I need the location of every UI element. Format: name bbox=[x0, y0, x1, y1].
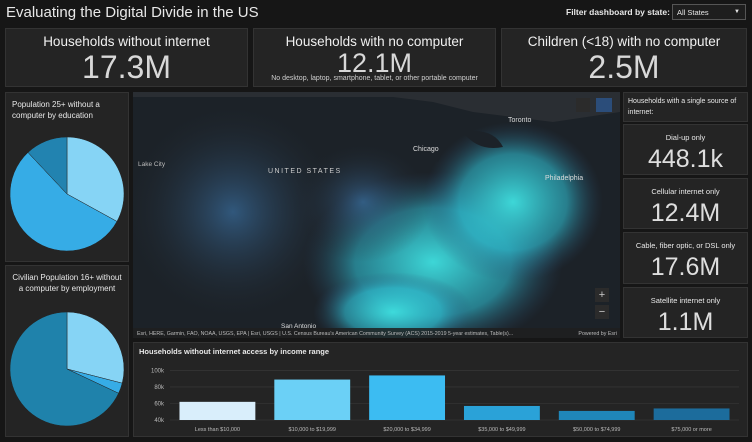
bar-panel: Households without internet access by in… bbox=[133, 342, 748, 437]
bar bbox=[463, 405, 540, 420]
map-canvas: + − UNITED STATES Toronto Chicago Philad… bbox=[133, 92, 620, 338]
dropdown-value: All States bbox=[677, 8, 709, 17]
kpi-card: Households with no computer 12.1M No des… bbox=[253, 28, 496, 87]
kpi-subtitle: No desktop, laptop, smartphone, tablet, … bbox=[271, 75, 478, 82]
bar bbox=[179, 401, 256, 420]
pie-panel: Civilian Population 16+ without a comput… bbox=[5, 265, 129, 437]
indicator-card: Dial-up only 448.1k bbox=[623, 124, 748, 175]
card-title: Dial-up only bbox=[665, 133, 706, 142]
zoom-out[interactable] bbox=[595, 305, 609, 319]
filter-label: Filter dashboard by state: bbox=[566, 7, 670, 17]
x-tick-label: $50,000 to $74,999 bbox=[573, 427, 620, 433]
pie-slice bbox=[66, 311, 125, 384]
kpi-value: 2.5M bbox=[588, 49, 660, 85]
section-title: Households with a single source of inter… bbox=[628, 98, 737, 116]
pie-chart bbox=[9, 136, 125, 252]
map[interactable]: + − UNITED STATES Toronto Chicago Philad… bbox=[133, 92, 620, 338]
card-title: Cable, fiber optic, or DSL only bbox=[635, 241, 736, 250]
pie-slice bbox=[66, 136, 125, 222]
lake-michigan bbox=[431, 117, 445, 162]
pie-title: Population 25+ without a computer by edu… bbox=[12, 100, 100, 120]
map-label: Chicago bbox=[413, 146, 439, 153]
x-tick-label: Less than $10,000 bbox=[195, 427, 240, 433]
bar-title: Households without internet access by in… bbox=[139, 347, 330, 356]
y-tick-label: 80k bbox=[154, 385, 165, 391]
zoom-in-icon: + bbox=[599, 289, 605, 301]
indicator-card: Satellite internet only 1.1M bbox=[623, 287, 748, 338]
indicator-card: Cellular internet only 12.4M bbox=[623, 178, 748, 229]
canada bbox=[133, 92, 620, 122]
page-title: Evaluating the Digital Divide in the US bbox=[6, 4, 259, 21]
bar-chart: 40k 60k 80k 100k Less than $10,000 $10,000 to… bbox=[151, 368, 739, 433]
map-powered-by: Powered by Esri bbox=[578, 331, 617, 337]
lake bbox=[463, 131, 503, 148]
bar bbox=[274, 379, 351, 420]
legend-button[interactable] bbox=[596, 98, 612, 112]
x-tick-label: $35,000 to $49,999 bbox=[478, 427, 525, 433]
single-source-header: Households with a single source of inter… bbox=[623, 92, 748, 122]
x-tick-label: $10,000 to $19,999 bbox=[289, 427, 336, 433]
bar bbox=[558, 410, 635, 420]
map-label: Philadelphia bbox=[545, 175, 583, 182]
map-density bbox=[293, 142, 433, 262]
bar bbox=[653, 408, 730, 420]
map-density bbox=[133, 102, 343, 322]
pie-panel: Population 25+ without a computer by edu… bbox=[5, 92, 129, 262]
indicator-card: Cable, fiber optic, or DSL only 17.6M bbox=[623, 232, 748, 284]
map-density bbox=[423, 122, 603, 282]
y-tick-label: 60k bbox=[154, 401, 165, 407]
map-density bbox=[313, 272, 473, 338]
kpi-card: Children (<18) with no computer 2.5M bbox=[501, 28, 747, 87]
card-value: 448.1k bbox=[647, 145, 724, 173]
map-label: Toronto bbox=[508, 117, 531, 124]
map-label: Lake City bbox=[138, 161, 166, 168]
bar bbox=[369, 375, 446, 420]
state-dropdown[interactable]: All States ▼ bbox=[672, 4, 746, 20]
map-attribution: Esri, HERE, Garmin, FAO, NOAA, USGS, EPA… bbox=[137, 331, 513, 337]
card-title: Satellite internet only bbox=[650, 296, 721, 305]
card-title: Cellular internet only bbox=[651, 187, 720, 196]
pie-slice bbox=[9, 311, 119, 427]
y-tick-label: 40k bbox=[154, 418, 165, 424]
kpi-value: 17.3M bbox=[82, 49, 171, 85]
zoom-out-icon: − bbox=[599, 306, 605, 318]
dropdown-arrow: ▼ bbox=[734, 9, 740, 15]
kpi-title: Households without internet bbox=[43, 34, 210, 49]
card-value: 1.1M bbox=[657, 308, 714, 336]
card-value: 12.4M bbox=[650, 199, 721, 227]
card-value: 17.6M bbox=[650, 253, 721, 281]
pie-title: Civilian Population 16+ without a comput… bbox=[12, 273, 122, 293]
kpi-card: Households without internet 17.3M bbox=[5, 28, 248, 87]
pie-slice bbox=[9, 152, 118, 252]
kpi-title: Children (<18) with no computer bbox=[527, 34, 721, 49]
kpi-title: Households with no computer bbox=[285, 34, 464, 49]
pie-chart bbox=[9, 311, 125, 427]
y-tick-label: 100k bbox=[151, 368, 165, 374]
x-tick-label: $75,000 or more bbox=[671, 427, 711, 433]
search-button[interactable] bbox=[576, 98, 590, 112]
map-label: UNITED STATES bbox=[268, 168, 342, 175]
x-tick-label: $20,000 to $34,999 bbox=[383, 427, 430, 433]
pie-slice bbox=[27, 136, 68, 195]
map-label: San Antonio bbox=[281, 323, 316, 330]
kpi-value: 12.1M bbox=[336, 48, 413, 78]
attribution-bar bbox=[133, 328, 620, 338]
zoom-in[interactable] bbox=[595, 288, 609, 302]
